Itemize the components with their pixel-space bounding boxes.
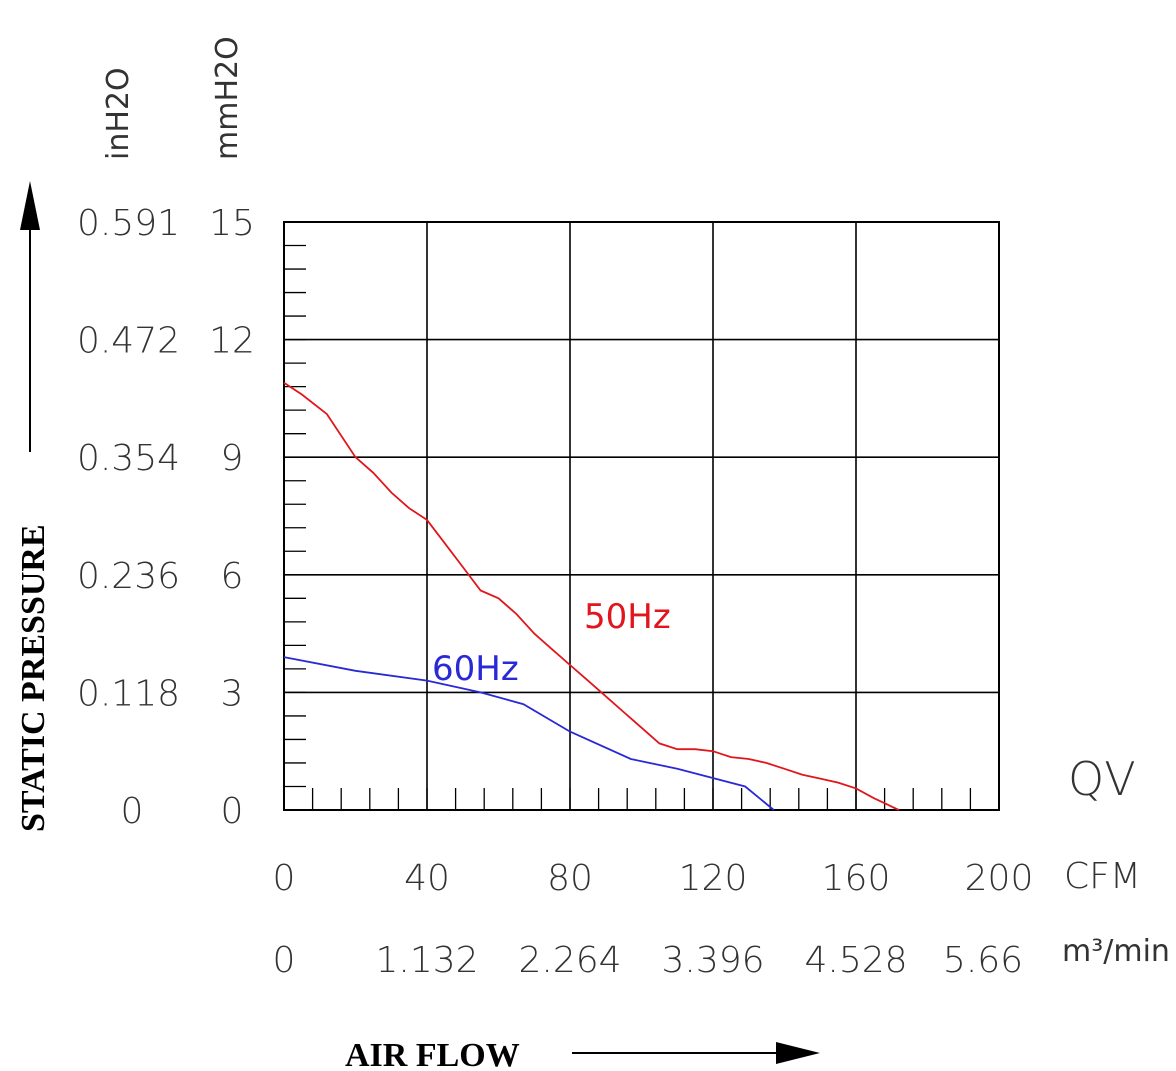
- x-tick-label-cfm: 80: [547, 858, 593, 899]
- plot-frame: [283, 221, 1000, 811]
- x-tick-label-m3min: 2.264: [518, 940, 621, 981]
- x-tick-label-m3min: 1.132: [375, 940, 478, 981]
- x-tick-label-cfm: 120: [679, 858, 748, 899]
- x-tick-label-m3min: 5.66: [943, 940, 1023, 981]
- x-axis-arrow-icon: [572, 1042, 820, 1064]
- y-tick-label-mmh2o: 0: [221, 791, 244, 832]
- x-tick-label-cfm: 160: [822, 858, 891, 899]
- y-axis-arrow-icon: [20, 181, 40, 452]
- x-secondary-unit-label: m³/min: [1062, 934, 1170, 969]
- y-tick-label-inh2o: 0.472: [77, 321, 180, 362]
- y-tick-label-inh2o: 0.236: [77, 556, 180, 597]
- y-tick-label-inh2o: 0: [121, 791, 144, 832]
- y-tick-label-mmh2o: 6: [221, 556, 244, 597]
- x-tick-label-cfm: 40: [404, 858, 450, 899]
- x-axis-title: AIR FLOW: [345, 1037, 520, 1071]
- series-lines: [283, 381, 900, 811]
- y-primary-unit-label: mmH2O: [210, 36, 245, 160]
- x-tick-label-cfm: 0: [273, 858, 296, 899]
- minor-ticks: [283, 221, 1000, 811]
- series-label-50hz: 50Hz: [584, 597, 671, 637]
- y-tick-label-mmh2o: 15: [209, 203, 255, 244]
- y-tick-label-inh2o: 0.354: [77, 438, 180, 479]
- grid: [283, 221, 1000, 811]
- y-tick-label-mmh2o: 3: [221, 673, 244, 714]
- series-line-50hz: [283, 381, 900, 811]
- x-tick-label-m3min: 3.396: [661, 940, 764, 981]
- y-tick-label-mmh2o: 9: [221, 438, 244, 479]
- y-secondary-unit-label: inH2O: [101, 67, 136, 160]
- x-tick-label-m3min: 0: [273, 940, 296, 981]
- y-tick-label-inh2o: 0.118: [77, 673, 180, 714]
- series-label-60hz: 60Hz: [432, 649, 519, 689]
- y-tick-label-mmh2o: 12: [209, 321, 255, 362]
- x-tick-label-m3min: 4.528: [804, 940, 907, 981]
- series-line-60hz: [283, 656, 775, 811]
- x-primary-unit-label: CFM: [1064, 856, 1141, 897]
- y-axis-title: STATIC PRESSURE: [15, 524, 52, 832]
- x-tick-label-cfm: 200: [965, 858, 1034, 899]
- y-tick-label-inh2o: 0.591: [77, 203, 180, 244]
- qv-label: QV: [1068, 752, 1136, 806]
